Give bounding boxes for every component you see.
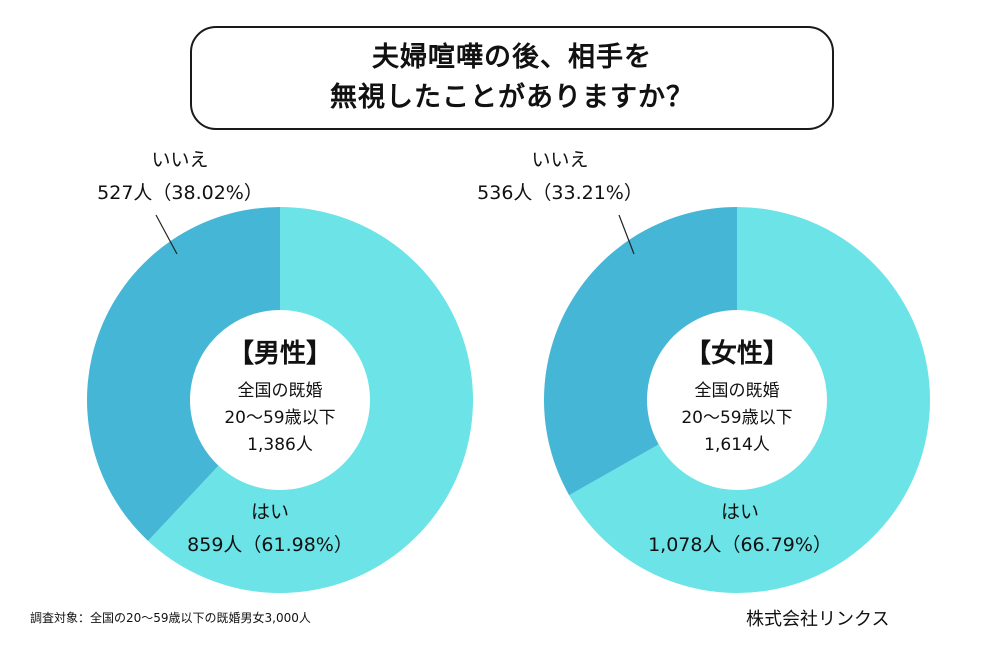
male-center-title: 【男性】 [228, 339, 332, 369]
male-value-yes: 859人（61.98%） [187, 534, 353, 556]
title-box: 夫婦喧嘩の後、相手を 無視したことがありますか？ [190, 26, 834, 130]
male-center-line: 20〜59歳以下 [224, 408, 335, 428]
male-slice-no [86, 207, 281, 541]
male-value-no: 527人（38.02%） [97, 182, 263, 204]
male-center-line: 全国の既婚 [238, 381, 323, 401]
male-slice-yes [148, 207, 473, 594]
female-value-no: 536人（33.21%） [477, 182, 643, 204]
female-center-title: 【女性】 [685, 338, 789, 369]
female-center-line: 全国の既婚 [695, 381, 780, 401]
female-label-no: いいえ [531, 149, 588, 171]
title-line-1: 夫婦喧嘩の後、相手を [372, 42, 652, 73]
male-label-yes: はい [251, 501, 289, 523]
company-name: 株式会社リンクス [746, 609, 890, 630]
female-value-yes: 1,078人（66.79%） [648, 534, 832, 556]
female-label-yes: はい [721, 501, 759, 523]
female-center-line: 1,614人 [704, 435, 770, 455]
survey-footnote: 調査対象：全国の20〜59歳以下の既婚男女3,000人 [30, 611, 311, 625]
female-slice-yes [569, 207, 931, 593]
male-label-no: いいえ [151, 149, 208, 171]
female-slice-no [543, 207, 737, 496]
male-leader-line [155, 214, 178, 255]
male-center-line: 1,386人 [247, 435, 313, 455]
title-line-2: 無視したことがありますか？ [330, 82, 694, 113]
female-center-line: 20〜59歳以下 [681, 408, 792, 428]
female-leader-line [618, 214, 635, 255]
